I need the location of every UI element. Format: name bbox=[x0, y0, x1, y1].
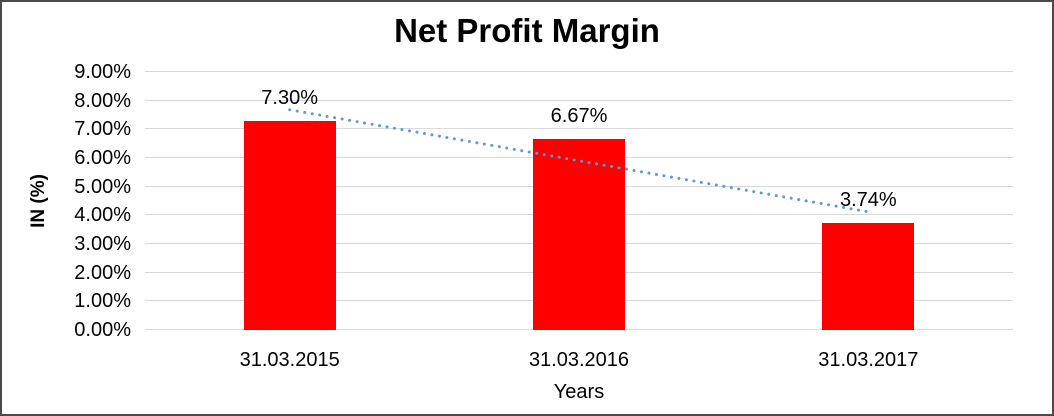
gridline bbox=[145, 99, 1013, 101]
bar-31-03-2015 bbox=[243, 120, 336, 330]
x-tick-label: 31.03.2017 bbox=[818, 349, 919, 371]
y-tick-label: 4.00% bbox=[74, 204, 131, 227]
gridline bbox=[145, 128, 1013, 130]
y-tick-label: 5.00% bbox=[74, 175, 131, 198]
trendline-path bbox=[288, 108, 870, 214]
y-tick-label: 2.00% bbox=[74, 261, 131, 284]
y-tick-label: 7.00% bbox=[74, 118, 131, 141]
data-label: 7.30% bbox=[261, 86, 319, 109]
trendline bbox=[288, 108, 870, 214]
x-tick-label: 31.03.2015 bbox=[239, 349, 340, 371]
gridline bbox=[145, 71, 1013, 72]
y-tick-label: 3.00% bbox=[74, 233, 131, 255]
y-axis-title: IN (%) bbox=[28, 174, 49, 228]
bar-31-03-2016 bbox=[533, 138, 625, 330]
x-axis-title: Years bbox=[553, 381, 605, 403]
y-tick-label: 8.00% bbox=[74, 89, 131, 112]
data-label: 6.67% bbox=[550, 104, 608, 127]
x-tick-label: 31.03.2016 bbox=[528, 349, 630, 371]
data-label: 3.74% bbox=[839, 188, 897, 211]
bar-31-03-2017 bbox=[822, 222, 915, 330]
y-tick-label: 6.00% bbox=[74, 147, 131, 169]
y-tick-label: 0.00% bbox=[74, 319, 131, 341]
y-tick-label: 1.00% bbox=[74, 290, 131, 313]
y-tick-label: 9.00% bbox=[74, 61, 131, 83]
chart-title: Net Profit Margin bbox=[394, 12, 660, 49]
